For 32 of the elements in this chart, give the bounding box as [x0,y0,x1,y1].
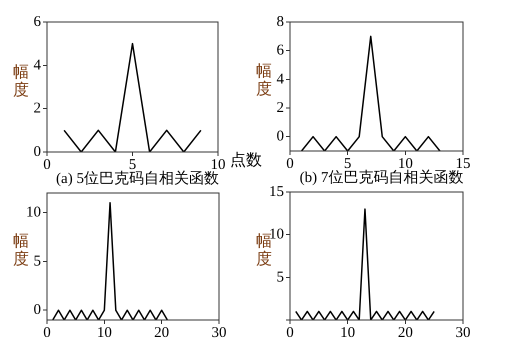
y-tick-label: 10 [269,226,284,243]
y-axis-title: 幅度 [256,232,272,268]
y-axis-title: 幅度 [13,64,29,100]
y-tick-label: 10 [26,204,41,220]
y-tick-label: 0 [276,128,284,145]
y-tick-label: 15 [269,184,284,200]
x-tick-label: 30 [456,324,470,338]
x-tick-label: 15 [456,156,470,172]
y-tick-label: 6 [34,14,42,30]
y-tick-label: 2 [34,100,41,117]
y-tick-label: 5 [34,253,41,270]
x-axis-title: 点数 [230,150,262,171]
x-tick-label: 20 [398,324,413,338]
x-tick-label: 30 [212,324,226,338]
text: (a) 5位巴克码自相关函数 [56,171,219,187]
y-tick-label: 8 [276,14,284,30]
y-tick-label: 4 [276,71,284,88]
y-tick-label: 0 [34,144,41,160]
x-tick-label: 0 [286,324,294,338]
y-tick-label: 4 [34,57,42,74]
x-tick-label: 20 [154,324,170,338]
x-tick-label: 10 [340,324,356,338]
x-tick-label: 5 [344,156,352,172]
x-tick-label: 10 [96,324,112,338]
x-tick-label: 0 [43,324,51,338]
y-tick-label: 2 [276,100,284,116]
y-tick-label: 6 [276,42,284,59]
y-axis-title: 幅度 [256,63,272,99]
y-tick-label: 5 [276,269,284,286]
y-tick-label: 0 [34,302,41,318]
y-axis-title: 幅度 [13,233,29,269]
text: (b) 7位巴克码自相关函数 [300,170,464,186]
